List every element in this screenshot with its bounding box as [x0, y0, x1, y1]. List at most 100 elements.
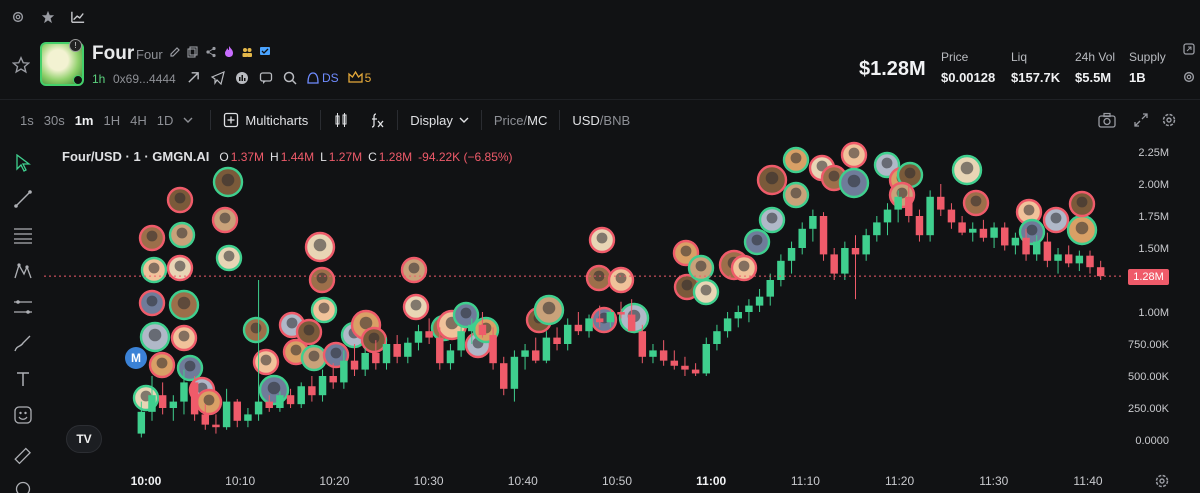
- trader-avatar-bubble[interactable]: [168, 289, 200, 321]
- trader-avatar-bubble[interactable]: [308, 266, 336, 294]
- timeframe-1s[interactable]: 1s: [20, 112, 34, 128]
- favorite-star-icon[interactable]: [11, 56, 31, 74]
- sticker-icon[interactable]: [12, 404, 34, 426]
- price-option[interactable]: Price: [493, 112, 524, 128]
- zoom-icon[interactable]: [12, 478, 34, 493]
- trader-avatar-bubble[interactable]: [782, 181, 810, 209]
- trader-avatar-bubble[interactable]: [195, 388, 223, 416]
- currency-toggle[interactable]: USD/BNB: [572, 112, 631, 128]
- timeframe-1m[interactable]: 1m: [74, 112, 94, 128]
- trader-avatar-bubble[interactable]: [166, 186, 194, 214]
- timeframe-30s[interactable]: 30s: [43, 112, 65, 128]
- trader-avatar-bubble[interactable]: [304, 231, 336, 263]
- trader-avatar-bubble[interactable]: [258, 374, 290, 406]
- expand-icon[interactable]: [1182, 42, 1196, 56]
- holders-badge[interactable]: 5: [348, 71, 371, 85]
- website-icon[interactable]: [186, 70, 201, 85]
- chart-settings-icon[interactable]: [1161, 112, 1177, 131]
- trader-avatar-bubble[interactable]: [1066, 214, 1098, 246]
- trader-avatar-bubble[interactable]: [1068, 190, 1096, 218]
- trader-avatar-bubble[interactable]: [951, 154, 983, 186]
- chat-icon[interactable]: [258, 70, 273, 85]
- price-mc-toggle[interactable]: Price/MC: [493, 112, 548, 128]
- horizontal-lines-icon[interactable]: [12, 224, 34, 246]
- trader-avatar-bubble[interactable]: [962, 189, 990, 217]
- edit-icon[interactable]: [168, 45, 181, 58]
- trade-bubbles[interactable]: M: [125, 141, 1098, 416]
- candles[interactable]: [137, 184, 1105, 438]
- pattern-icon[interactable]: [12, 260, 34, 282]
- trader-avatar-bubble[interactable]: [168, 221, 196, 249]
- star-icon[interactable]: [40, 9, 56, 25]
- search-icon[interactable]: [282, 70, 297, 85]
- trader-avatar-bubble[interactable]: [607, 266, 635, 294]
- camera-icon[interactable]: [1098, 112, 1116, 131]
- bnb-option[interactable]: BNB: [603, 112, 631, 128]
- display-dropdown[interactable]: Display: [410, 113, 469, 128]
- indicators-button[interactable]: [369, 112, 385, 128]
- trader-avatar-bubble[interactable]: [896, 161, 924, 189]
- stats-icon[interactable]: [234, 70, 249, 85]
- cursor-icon[interactable]: [12, 152, 34, 174]
- timeframe-1h[interactable]: 1H: [103, 112, 121, 128]
- trader-avatar-bubble[interactable]: [758, 206, 786, 234]
- trader-avatar-bubble[interactable]: [402, 293, 430, 321]
- trader-avatar-bubble[interactable]: [452, 301, 480, 329]
- info-icon[interactable]: !: [69, 39, 82, 52]
- trader-avatar-bubble[interactable]: [176, 354, 204, 382]
- trader-avatar-bubble[interactable]: [756, 164, 788, 196]
- trader-avatar-bubble[interactable]: [743, 228, 771, 256]
- candle-style-button[interactable]: [333, 112, 349, 128]
- tradingview-logo-icon[interactable]: TV: [66, 425, 102, 453]
- trader-avatar-bubble[interactable]: [148, 351, 176, 379]
- settings-icon[interactable]: [1182, 70, 1196, 84]
- text-icon[interactable]: [12, 368, 34, 390]
- bottom-settings-icon[interactable]: [1155, 474, 1169, 488]
- trader-avatar-bubble[interactable]: [252, 348, 280, 376]
- trader-avatar-bubble[interactable]: [400, 256, 428, 284]
- brush-icon[interactable]: [12, 332, 34, 354]
- trader-avatar-bubble[interactable]: [170, 324, 198, 352]
- trader-avatar-bubble[interactable]: M: [125, 347, 147, 369]
- trader-avatar-bubble[interactable]: [212, 166, 244, 198]
- copy-icon[interactable]: [186, 45, 199, 58]
- measure-ranges-icon[interactable]: [12, 296, 34, 318]
- multicharts-button[interactable]: Multicharts: [223, 112, 308, 128]
- trader-avatar-bubble[interactable]: [840, 141, 868, 169]
- trader-avatar-bubble[interactable]: [585, 264, 613, 292]
- trader-avatar-bubble[interactable]: [360, 326, 388, 354]
- trader-avatar-bubble[interactable]: [838, 167, 870, 199]
- trend-line-icon[interactable]: [12, 188, 34, 210]
- token-address[interactable]: 0x69...4444: [113, 72, 176, 86]
- timeframe-1d[interactable]: 1D: [156, 112, 174, 128]
- usd-option[interactable]: USD: [572, 112, 600, 128]
- chart-icon[interactable]: [70, 9, 86, 25]
- trader-avatar-bubble[interactable]: [138, 289, 166, 317]
- timeframe-4h[interactable]: 4H: [130, 112, 147, 128]
- trader-avatar-bubble[interactable]: [533, 294, 565, 326]
- share-icon[interactable]: [204, 45, 217, 58]
- trader-avatar-bubble[interactable]: [139, 321, 171, 353]
- trader-avatar-bubble[interactable]: [215, 244, 243, 272]
- timeframe-chevron-down-icon[interactable]: [178, 113, 198, 128]
- telegram-icon[interactable]: [210, 70, 225, 85]
- dexscreener-link[interactable]: DS: [306, 71, 339, 85]
- trader-avatar-bubble[interactable]: [166, 254, 194, 282]
- trader-avatar-bubble[interactable]: [782, 146, 810, 174]
- mc-option[interactable]: MC: [527, 112, 548, 128]
- ruler-icon[interactable]: [12, 446, 34, 468]
- trader-avatar-bubble[interactable]: [730, 254, 758, 282]
- trader-avatar-bubble[interactable]: [310, 296, 338, 324]
- fullscreen-icon[interactable]: [1133, 112, 1149, 131]
- trader-avatar-bubble[interactable]: [300, 344, 328, 372]
- trader-avatar-bubble[interactable]: [588, 226, 616, 254]
- trader-avatar-bubble[interactable]: [1042, 206, 1070, 234]
- trader-avatar-bubble[interactable]: [140, 256, 168, 284]
- gear-icon[interactable]: [10, 9, 26, 25]
- price-chart[interactable]: M 2.25M2.00M1.75M1.50M1.25M1.00M750.00K5…: [44, 140, 1200, 493]
- trader-avatar-bubble[interactable]: [295, 318, 323, 346]
- trader-avatar-bubble[interactable]: [692, 278, 720, 306]
- trader-avatar-bubble[interactable]: [138, 224, 166, 252]
- trader-avatar-bubble[interactable]: [211, 206, 239, 234]
- trader-avatar-bubble[interactable]: [242, 316, 270, 344]
